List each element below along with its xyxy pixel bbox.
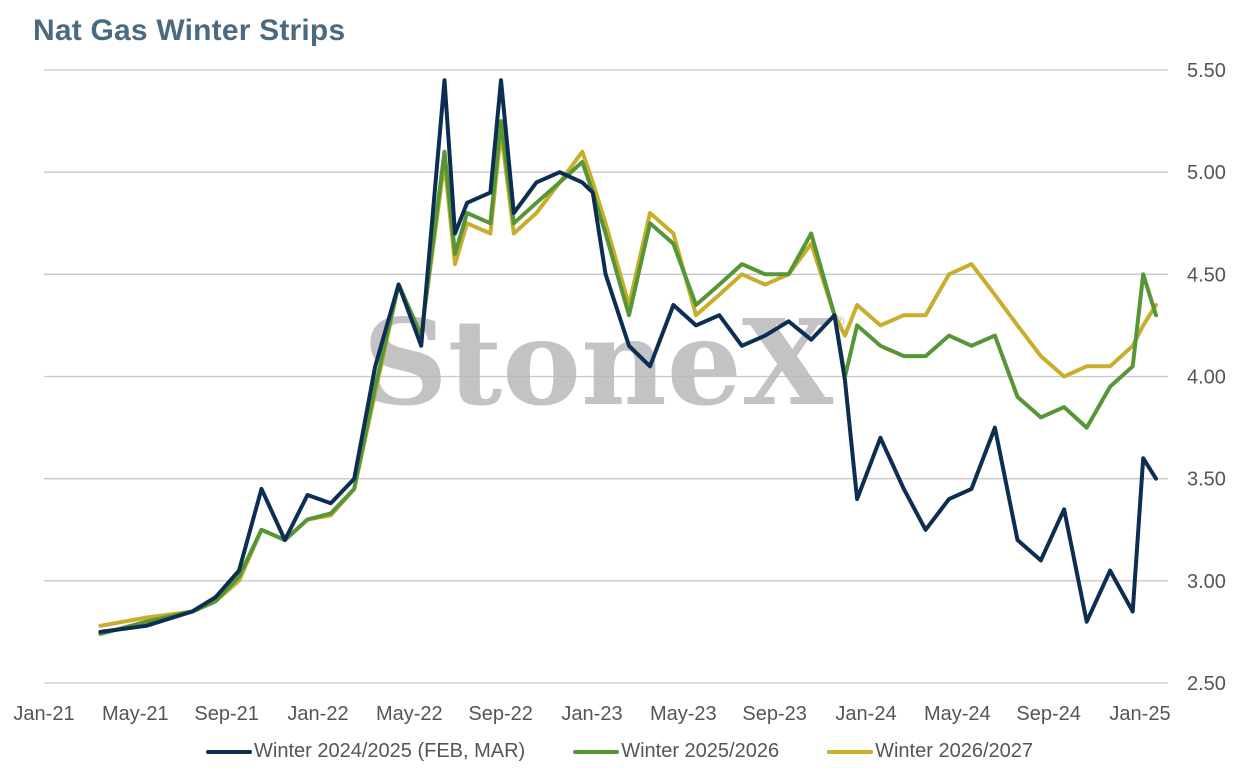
chart-title: Nat Gas Winter Strips [33, 14, 346, 47]
x-tick-label: Sep-22 [468, 703, 533, 725]
legend-label-series-3: Winter 2026/2027 [875, 740, 1033, 762]
legend-label-series-2: Winter 2025/2026 [621, 740, 780, 762]
legend: Winter 2024/2025 (FEB, MAR) Winter 2025/… [0, 740, 1239, 763]
x-tick-label: Sep-23 [742, 703, 807, 725]
legend-swatch-series-1 [206, 749, 252, 754]
y-tick-label: 3.00 [1187, 571, 1226, 593]
series-lines [98, 78, 1158, 636]
legend-swatch-series-3 [827, 749, 874, 754]
watermark-logo: StoneX ® [363, 293, 846, 432]
legend-item-series-3: Winter 2026/2027 [827, 740, 1033, 763]
x-tick-label: Jan-21 [13, 703, 74, 725]
x-tick-label: Jan-25 [1109, 703, 1170, 725]
y-tick-label: 4.50 [1187, 264, 1226, 286]
x-tick-label: May-24 [924, 703, 991, 725]
x-tick-label: Jan-24 [835, 703, 896, 725]
legend-item-series-2: Winter 2025/2026 [573, 740, 779, 763]
x-tick-label: Sep-21 [194, 703, 259, 725]
y-tick-label: 5.00 [1187, 162, 1226, 184]
x-tick-label: May-23 [650, 703, 717, 725]
series-line-2 [98, 119, 1158, 636]
legend-item-series-1: Winter 2024/2025 (FEB, MAR) [206, 740, 525, 763]
legend-swatch-series-2 [573, 749, 620, 754]
x-tick-label: Jan-23 [561, 703, 622, 725]
series-line-1 [98, 78, 1158, 634]
y-tick-label: 5.50 [1187, 60, 1226, 82]
legend-label-series-1: Winter 2024/2025 (FEB, MAR) [254, 740, 526, 762]
x-axis-ticks: Jan-21 May-21 Sep-21 Jan-22 May-22 Sep-22 Jan-… [13, 703, 1170, 725]
x-tick-label: May-22 [376, 703, 443, 725]
y-tick-label: 4.00 [1187, 367, 1226, 389]
x-tick-label: Sep-24 [1016, 703, 1081, 725]
y-tick-label: 2.50 [1187, 673, 1226, 695]
y-tick-label: 3.50 [1187, 469, 1226, 491]
x-tick-label: May-21 [102, 703, 169, 725]
y-axis-ticks: 2.50 3.00 3.50 4.00 4.50 5.00 5.50 [1187, 60, 1226, 695]
x-tick-label: Jan-22 [287, 703, 348, 725]
watermark-text: StoneX [363, 293, 834, 432]
